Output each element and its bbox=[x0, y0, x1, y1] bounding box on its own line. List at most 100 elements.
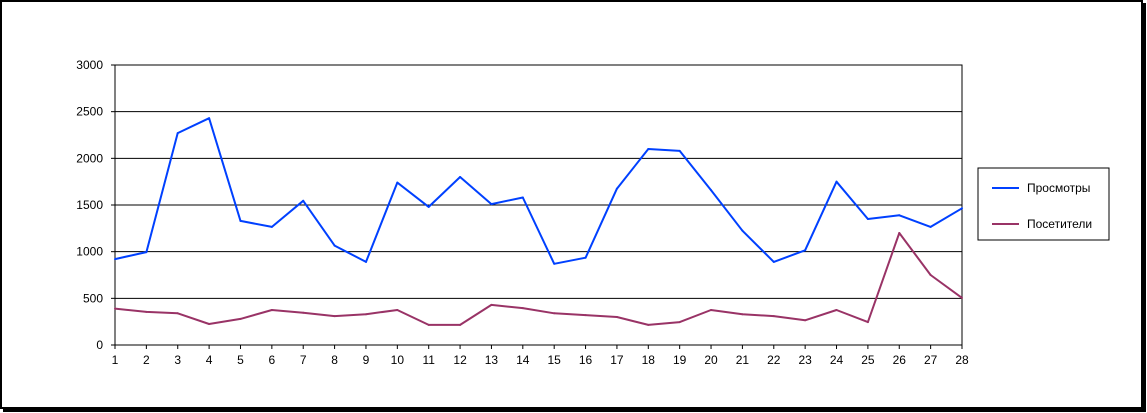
data-point-series-2 bbox=[615, 316, 618, 318]
x-tick-label: 5 bbox=[237, 353, 244, 367]
data-point-series-2 bbox=[835, 309, 838, 311]
y-tick-label: 2500 bbox=[76, 105, 103, 119]
data-point-series-2 bbox=[584, 314, 587, 317]
data-point-series-1 bbox=[521, 196, 524, 199]
data-point-series-2 bbox=[866, 321, 869, 324]
data-point-series-1 bbox=[364, 260, 367, 263]
series-line-2 bbox=[114, 232, 963, 326]
data-point-series-1 bbox=[208, 117, 211, 120]
data-point-series-2 bbox=[929, 274, 932, 276]
x-tick-label: 8 bbox=[331, 353, 338, 367]
data-point-series-2 bbox=[772, 315, 775, 318]
data-point-series-1 bbox=[114, 258, 116, 261]
data-point-series-2 bbox=[961, 296, 963, 299]
data-point-series-1 bbox=[427, 205, 430, 208]
data-point-series-1 bbox=[459, 176, 462, 178]
x-tick-label: 20 bbox=[704, 353, 718, 367]
x-tick-label: 6 bbox=[269, 353, 276, 367]
x-tick-label: 23 bbox=[798, 353, 812, 367]
data-point-series-1 bbox=[678, 149, 681, 152]
legend: Просмотры Посетители bbox=[977, 167, 1110, 241]
data-point-series-2 bbox=[145, 310, 148, 313]
data-point-series-1 bbox=[772, 260, 775, 263]
data-point-series-1 bbox=[553, 262, 556, 265]
data-point-series-2 bbox=[459, 323, 462, 326]
y-tick-label: 1500 bbox=[76, 198, 103, 212]
data-point-series-1 bbox=[647, 148, 650, 150]
y-tick-label: 500 bbox=[83, 291, 103, 305]
data-point-series-2 bbox=[302, 311, 305, 314]
data-point-series-1 bbox=[866, 218, 869, 220]
legend-label-series-1: Просмотры bbox=[1027, 181, 1090, 195]
data-point-series-1 bbox=[333, 244, 336, 247]
x-tick-label: 15 bbox=[548, 353, 562, 367]
x-axis: 1 2 3 4 5 6 7 8 9 10 11 12 13 14 15 16 17 18 19 20 21 22 23 24 2… bbox=[112, 345, 969, 367]
x-tick-label: 12 bbox=[453, 353, 467, 367]
data-point-series-2 bbox=[427, 323, 430, 326]
legend-label-series-2: Посетители bbox=[1027, 217, 1092, 231]
data-point-series-2 bbox=[490, 303, 493, 306]
data-point-series-1 bbox=[145, 251, 148, 254]
data-point-series-2 bbox=[647, 323, 650, 326]
data-point-series-1 bbox=[929, 225, 932, 228]
x-tick-label: 7 bbox=[300, 353, 307, 367]
data-point-series-2 bbox=[741, 313, 744, 316]
legend-box bbox=[977, 167, 1110, 241]
y-tick-label: 1000 bbox=[76, 245, 103, 259]
data-point-series-1 bbox=[741, 229, 744, 232]
data-point-series-1 bbox=[270, 225, 273, 228]
data-point-series-2 bbox=[239, 317, 242, 320]
series-lines bbox=[114, 117, 963, 326]
data-point-series-1 bbox=[584, 256, 587, 259]
data-point-series-1 bbox=[804, 249, 807, 252]
data-point-series-2 bbox=[270, 309, 273, 311]
data-point-series-2 bbox=[176, 312, 179, 315]
x-tick-label: 1 bbox=[112, 353, 119, 367]
series-line-1 bbox=[114, 117, 963, 265]
data-point-series-2 bbox=[678, 321, 681, 324]
y-tick-label: 2000 bbox=[76, 151, 103, 165]
data-point-series-1 bbox=[898, 214, 901, 217]
data-point-series-1 bbox=[176, 132, 179, 135]
data-point-series-2 bbox=[396, 309, 399, 311]
data-point-series-2 bbox=[208, 323, 211, 325]
x-tick-label: 24 bbox=[830, 353, 844, 367]
y-tick-label: 0 bbox=[96, 338, 103, 352]
data-point-series-1 bbox=[961, 207, 963, 210]
x-tick-label: 4 bbox=[206, 353, 213, 367]
data-point-series-2 bbox=[521, 307, 524, 310]
y-axis: 0 500 1000 1500 2000 2500 3000 bbox=[76, 58, 115, 352]
x-tick-label: 19 bbox=[673, 353, 687, 367]
y-tick-label: 3000 bbox=[76, 58, 103, 72]
x-tick-label: 18 bbox=[642, 353, 656, 367]
data-point-series-2 bbox=[898, 232, 901, 234]
data-point-series-2 bbox=[333, 315, 336, 318]
data-point-series-2 bbox=[364, 313, 367, 316]
x-tick-label: 9 bbox=[363, 353, 370, 367]
x-tick-label: 16 bbox=[579, 353, 593, 367]
gridlines bbox=[115, 111, 962, 299]
data-point-series-2 bbox=[553, 312, 556, 315]
x-tick-label: 26 bbox=[893, 353, 907, 367]
data-point-series-1 bbox=[615, 187, 618, 190]
x-tick-label: 21 bbox=[736, 353, 750, 367]
x-tick-label: 28 bbox=[955, 353, 969, 367]
x-tick-label: 22 bbox=[767, 353, 781, 367]
x-tick-label: 2 bbox=[143, 353, 150, 367]
data-point-series-1 bbox=[302, 199, 305, 202]
x-tick-label: 25 bbox=[861, 353, 875, 367]
data-point-series-1 bbox=[239, 219, 242, 222]
x-tick-label: 27 bbox=[924, 353, 938, 367]
x-tick-label: 13 bbox=[485, 353, 499, 367]
x-tick-label: 10 bbox=[391, 353, 405, 367]
x-tick-label: 14 bbox=[516, 353, 530, 367]
data-point-series-2 bbox=[804, 319, 807, 322]
data-point-series-1 bbox=[835, 180, 838, 183]
x-tick-label: 11 bbox=[422, 353, 435, 367]
data-point-series-2 bbox=[114, 307, 116, 310]
data-point-series-1 bbox=[396, 181, 399, 184]
data-point-series-1 bbox=[490, 203, 493, 206]
x-tick-label: 3 bbox=[174, 353, 181, 367]
data-point-series-2 bbox=[710, 309, 713, 311]
